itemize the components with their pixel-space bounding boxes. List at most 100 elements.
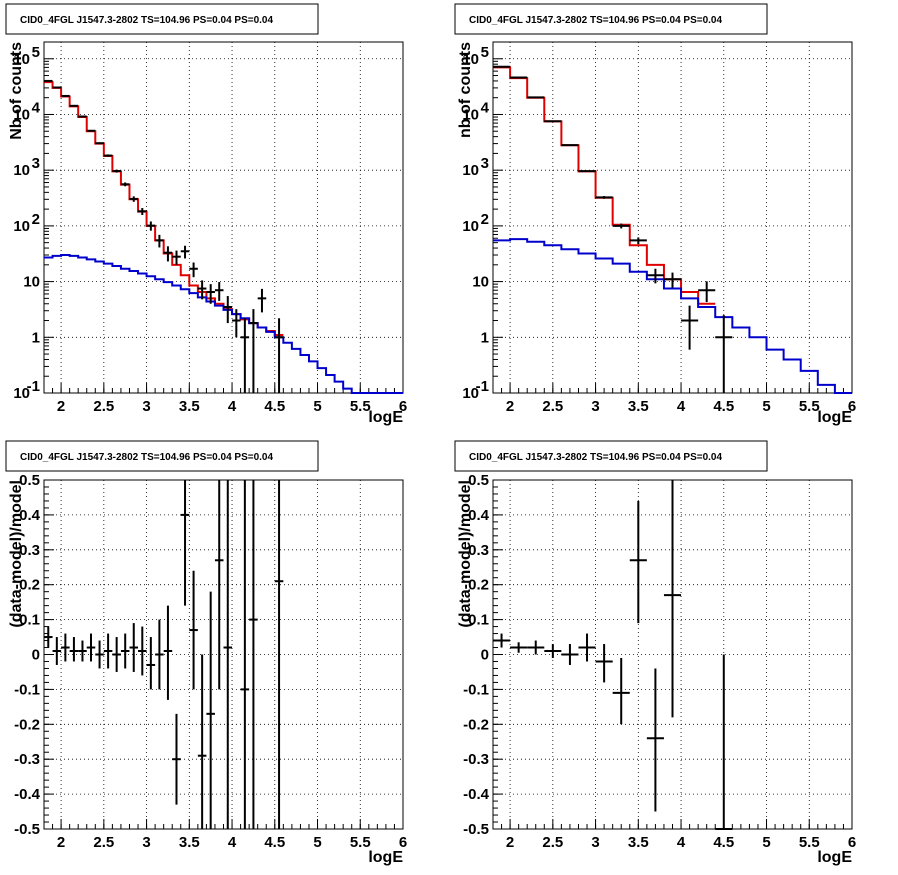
y-axis-label: (data-model)/model	[8, 480, 25, 628]
x-tick-label: 6	[399, 834, 407, 851]
y-tick-label: 0	[32, 647, 40, 664]
total_model-step-line	[44, 81, 284, 336]
component_model-step-line	[493, 238, 852, 394]
x-tick-label: 5	[762, 398, 770, 415]
plot-frame	[492, 41, 853, 394]
x-tick-label: 2	[57, 398, 65, 415]
y-tick-exponent: 2	[481, 211, 489, 228]
plot-title: CID0_4FGL J1547.3-2802 TS=104.96 PS=0.04…	[469, 452, 722, 463]
y-tick-label: 10	[13, 218, 30, 235]
y-tick-label: 10	[462, 162, 479, 179]
x-tick-label: 3.5	[179, 398, 200, 415]
plot-marks: 2 2.5 3 3.5 4 4.5 5 5.5 6 -0.5 -0.4 -0.3 -0.2 -0.1 0 0.…	[14, 472, 407, 851]
x-tick-label: 3.5	[179, 834, 200, 851]
y-tick-exponent: 3	[32, 155, 40, 172]
x-tick-label: 2.5	[542, 398, 563, 415]
x-tick-label: 6	[848, 398, 856, 415]
y-tick-label: 0.3	[19, 542, 40, 559]
title-box	[454, 440, 768, 472]
y-axis-label: nb of counts	[457, 42, 474, 138]
y-tick-label: 10	[13, 106, 30, 123]
x-tick-label: 2	[506, 834, 514, 851]
plot-bottom-right: CID0_4FGL J1547.3-2802 TS=104.96 PS=0.04…	[454, 440, 856, 866]
y-tick-exponent: 3	[481, 155, 489, 172]
x-tick-label: 3.5	[628, 834, 649, 851]
x-tick-label: 4	[677, 398, 686, 415]
y-tick-exponent: -1	[476, 378, 489, 395]
plot-title: CID0_4FGL J1547.3-2802 TS=104.96 PS=0.04…	[469, 15, 722, 26]
y-tick-label: -0.3	[463, 751, 489, 768]
y-tick-label: 10	[462, 385, 479, 402]
y-tick-label: 0.1	[19, 612, 40, 629]
x-tick-label: 4	[228, 834, 237, 851]
y-tick-label: 10	[13, 385, 30, 402]
y-tick-label: 0.1	[468, 612, 489, 629]
y-tick-label: -0.5	[14, 821, 40, 838]
plot-title: CID0_4FGL J1547.3-2802 TS=104.96 PS=0.04…	[20, 15, 273, 26]
x-tick-label: 3	[591, 834, 599, 851]
total_model-step-line	[493, 66, 716, 305]
x-tick-label: 6	[399, 398, 407, 415]
x-tick-label: 4	[677, 834, 686, 851]
y-tick-label: 0.5	[468, 472, 489, 489]
x-tick-label: 4.5	[264, 834, 285, 851]
x-tick-label: 5.5	[799, 398, 820, 415]
x-tick-label: 5	[762, 834, 770, 851]
y-tick-label: -0.5	[463, 821, 489, 838]
x-tick-label: 2.5	[93, 834, 114, 851]
x-axis-label: logE	[368, 409, 403, 426]
y-tick-exponent: 5	[481, 44, 489, 61]
y-tick-label: -0.2	[463, 716, 489, 733]
title-box	[454, 3, 768, 35]
x-tick-label: 5.5	[350, 398, 371, 415]
y-tick-label: -0.4	[463, 786, 490, 803]
y-tick-label: 10	[13, 51, 30, 68]
y-tick-exponent: 2	[32, 211, 40, 228]
y-tick-label: 10	[23, 274, 40, 291]
plot-title: CID0_4FGL J1547.3-2802 TS=104.96 PS=0.04…	[20, 452, 273, 463]
plot-marks: 2 2.5 3 3.5 4 4.5 5 5.5 6 -0.5 -0.4 -0.3 -0.2 -0.1 0 0.…	[463, 472, 856, 851]
y-tick-label: -0.1	[463, 681, 489, 698]
y-tick-label: -0.4	[14, 786, 41, 803]
x-tick-label: 2	[57, 834, 65, 851]
x-axis-label: logE	[817, 409, 852, 426]
title-box	[5, 440, 319, 472]
y-tick-label: -0.1	[14, 681, 40, 698]
x-tick-label: 3	[591, 398, 599, 415]
y-tick-exponent: 4	[32, 99, 41, 116]
y-tick-label: 0.4	[19, 507, 41, 524]
y-tick-exponent: 5	[32, 44, 40, 61]
x-tick-label: 5.5	[799, 834, 820, 851]
y-tick-exponent: -1	[27, 378, 40, 395]
x-tick-label: 5	[313, 834, 321, 851]
x-tick-label: 4.5	[264, 398, 285, 415]
y-tick-label: 0.2	[19, 577, 40, 594]
plot-top-left: CID0_4FGL J1547.3-2802 TS=104.96 PS=0.04…	[5, 3, 407, 426]
y-tick-label: 10	[462, 51, 479, 68]
x-tick-label: 4.5	[713, 834, 734, 851]
x-tick-label: 4.5	[713, 398, 734, 415]
x-tick-label: 5	[313, 398, 321, 415]
plot-bottom-left: CID0_4FGL J1547.3-2802 TS=104.96 PS=0.04…	[5, 440, 407, 866]
y-tick-label: 10	[13, 162, 30, 179]
x-tick-label: 3	[142, 398, 150, 415]
y-tick-label: 10	[462, 106, 479, 123]
y-tick-exponent: 4	[481, 99, 490, 116]
plot-top-right: CID0_4FGL J1547.3-2802 TS=104.96 PS=0.04…	[454, 3, 856, 426]
y-tick-label: 10	[462, 218, 479, 235]
y-axis-label: Nb of counts	[8, 42, 25, 140]
x-tick-label: 2.5	[542, 834, 563, 851]
y-tick-label: 0.4	[468, 507, 490, 524]
y-tick-label: -0.3	[14, 751, 40, 768]
x-tick-label: 2.5	[93, 398, 114, 415]
y-tick-label: 0.2	[468, 577, 489, 594]
x-axis-label: logE	[368, 849, 403, 866]
y-axis-label: (data-model)/model	[457, 480, 474, 628]
x-tick-label: 3	[142, 834, 150, 851]
x-axis-label: logE	[817, 849, 852, 866]
x-tick-label: 2	[506, 398, 514, 415]
x-tick-label: 4	[228, 398, 237, 415]
